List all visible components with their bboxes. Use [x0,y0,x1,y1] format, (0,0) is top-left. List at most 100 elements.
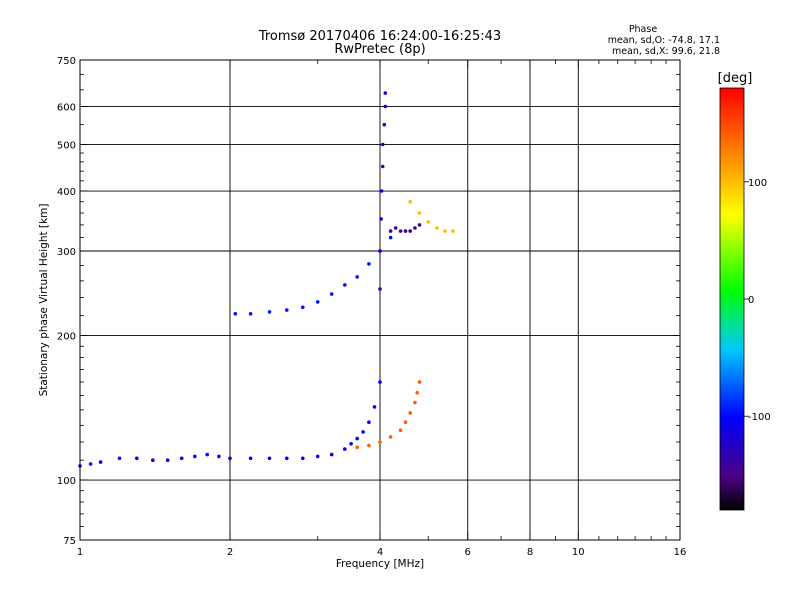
data-point [343,447,347,451]
data-point [285,456,289,461]
data-point [179,456,184,461]
data-point [408,411,413,415]
data-point [285,308,289,312]
data-point [379,189,384,193]
data-point [403,229,408,233]
data-point [398,229,403,233]
data-point [443,229,447,233]
y-tick-label: 500 [57,141,76,152]
data-point [417,223,422,227]
y-tick-labels: 75 100 200 300 400 500 600 750 [57,56,76,547]
colorbar [719,87,745,511]
data-point [193,454,197,459]
data-point [205,452,209,457]
data-point [228,456,232,461]
data-point [88,462,93,466]
data-point [388,229,393,233]
x-tick-labels: 1 2 4 6 8 10 16 [77,547,687,558]
data-point [408,229,413,233]
data-point [367,262,371,266]
data-point [378,440,382,444]
data-point [248,456,253,461]
data-point [98,460,103,464]
y-tick-label: 300 [57,247,76,258]
data-point [382,122,387,127]
data-point [361,430,365,434]
data-point [379,217,383,221]
x-tick-label: 6 [465,547,471,558]
data-point [248,312,253,316]
y-tick-label: 400 [57,187,76,198]
x-tick-label: 10 [572,547,585,558]
data-point [343,283,347,287]
data-point [378,380,382,384]
data-point [383,91,388,95]
data-point [267,456,272,461]
data-point [378,287,382,291]
data-points [78,91,455,468]
phase-stats-heading: Phase [629,24,658,35]
colorbar-tick-label: 0 [748,295,754,306]
data-point [233,312,238,316]
x-tick-label: 16 [674,547,687,558]
colorbar-ticks: 100 0 -100 [744,178,771,423]
y-tick-label: 750 [57,56,76,67]
data-point [417,211,422,215]
x-tick-label: 2 [227,547,233,558]
y-tick-label: 600 [57,103,76,114]
data-point [398,428,403,433]
x-axis-label: Frequency [MHz] [336,558,424,570]
data-point [413,226,417,230]
colorbar-tick-label: 100 [748,178,767,189]
y-axis-label: Stationary phase Virtual Height [km] [38,204,50,397]
data-point [417,380,422,384]
colorbar-label: [deg] [718,71,753,86]
data-point [451,229,455,233]
data-point [388,435,393,439]
data-point [415,390,420,395]
data-point [301,305,305,310]
data-point [355,275,360,279]
data-point [165,458,170,463]
chart-subtitle: RwPretec (8p) [334,42,425,57]
y-tick-label: 200 [57,332,76,343]
data-point [349,442,353,446]
data-point [367,420,371,425]
data-point [380,164,385,169]
data-point [301,456,305,461]
data-point [117,456,122,461]
data-point [135,456,139,461]
axis-ticks [79,59,681,541]
x-tick-label: 8 [527,547,533,558]
colorbar-tick-label: -100 [748,412,771,423]
data-point [426,220,431,224]
grid-lines [80,60,680,540]
data-point [355,436,360,441]
data-point [329,292,334,296]
x-tick-label: 1 [77,547,83,558]
chart-title: Tromsø 20170406 16:24:00-16:25:43 [258,29,501,44]
data-point [355,445,360,450]
data-point [383,104,388,109]
data-point [217,454,221,459]
data-point [413,400,417,405]
data-point [267,310,272,314]
data-point [403,420,408,425]
y-tick-label: 75 [63,536,76,547]
phase-stats-line2: mean, sd,X: 99.6, 21.8 [612,46,720,57]
data-point [408,199,413,204]
data-point [315,454,320,459]
data-point [329,452,334,457]
data-point [372,405,377,409]
data-point [367,443,371,448]
data-point [388,235,393,240]
data-point [380,142,385,147]
data-point [435,226,439,230]
data-point [151,458,155,463]
x-tick-label: 4 [377,547,383,558]
phase-stats-line1: mean, sd,O: -74.8, 17.1 [608,35,720,46]
data-point [393,226,398,230]
y-tick-label: 100 [57,476,76,487]
data-point [315,300,320,304]
